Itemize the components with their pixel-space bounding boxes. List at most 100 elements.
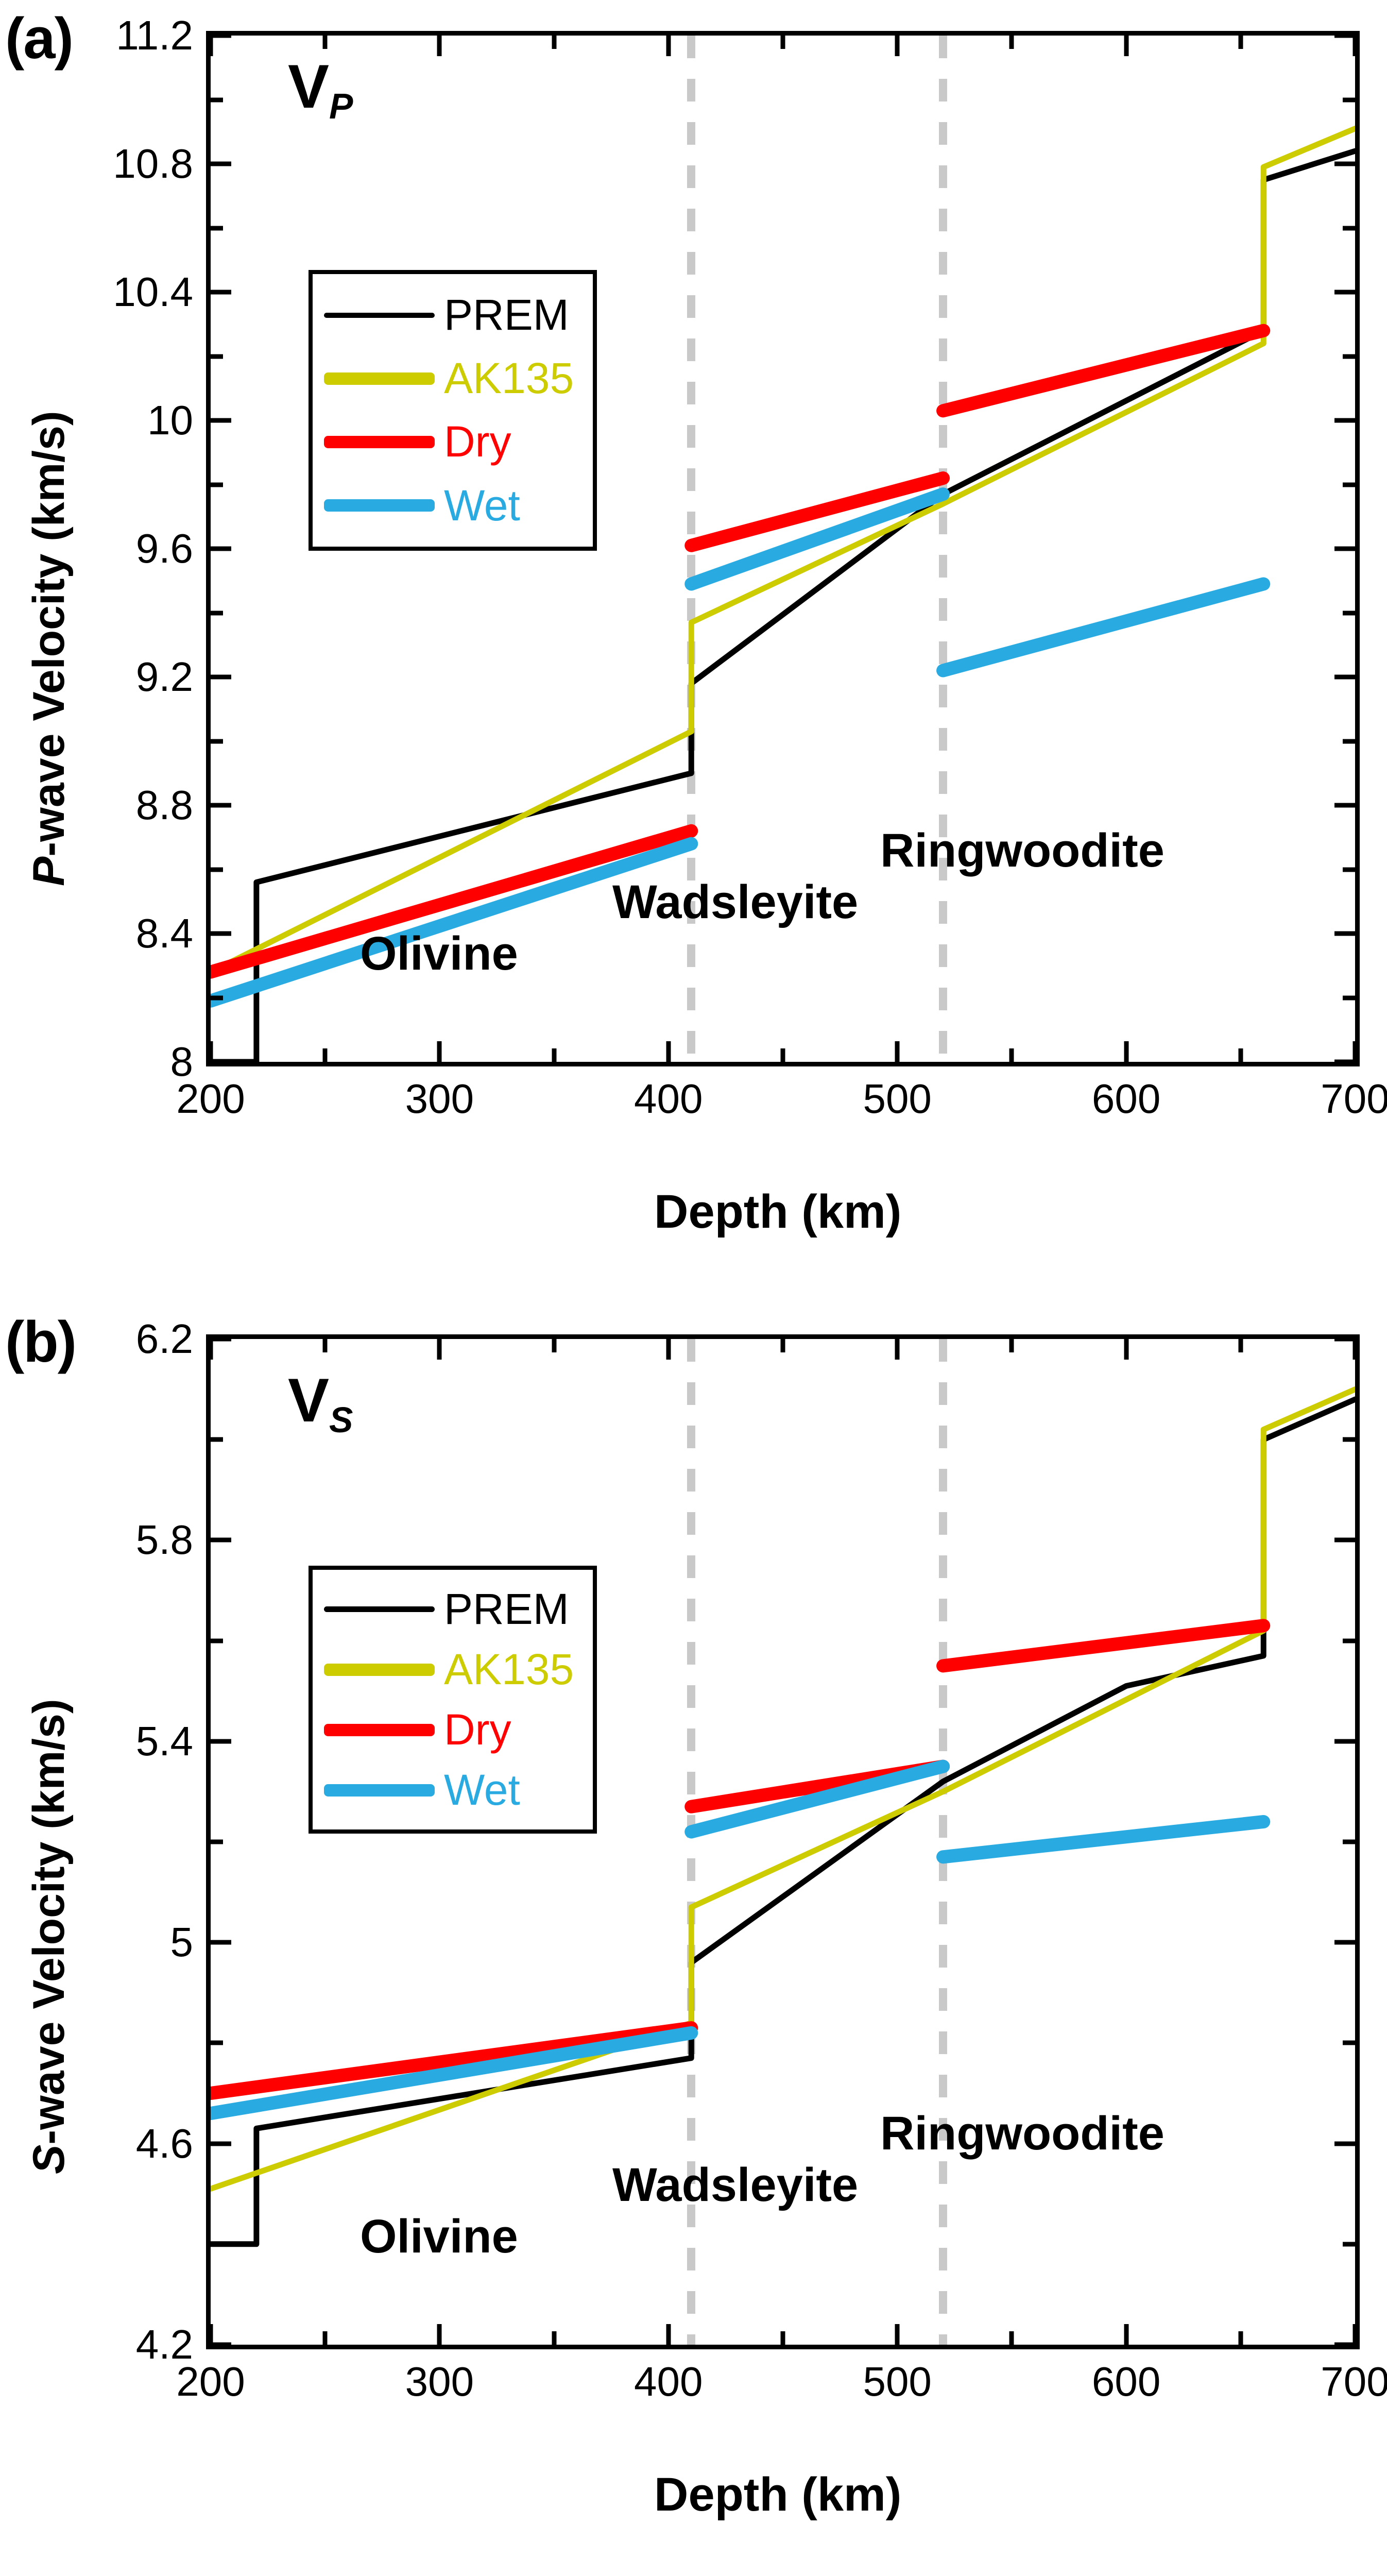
x-tick-label: 600 [1091, 2359, 1161, 2404]
legend-item-wet[interactable]: Wet [324, 484, 581, 527]
series-wet [936, 1815, 1271, 1864]
legend-line-swatch-dry [324, 1723, 435, 1736]
y-tick-mark [211, 2342, 231, 2347]
y-tick-label: 5.8 [135, 1517, 193, 1563]
series-wet [684, 487, 950, 591]
y-tick-mark [1334, 931, 1355, 936]
y-minor-tick-mark [211, 2242, 223, 2247]
x-tick-mark [208, 36, 213, 56]
x-minor-tick-mark [552, 1048, 557, 1062]
legend[interactable]: PREM AK135 Dry Wet [309, 270, 597, 551]
y-tick-label: 11.2 [116, 12, 193, 58]
y-minor-tick-mark [1343, 995, 1355, 1000]
x-tick-mark [1124, 2324, 1129, 2345]
y-minor-tick-mark [211, 1638, 223, 1643]
series-dry [684, 471, 950, 552]
curves-layer [211, 1386, 1355, 2247]
x-tick-mark [437, 36, 442, 56]
series-wet [684, 1759, 950, 1839]
legend-line-swatch-wet [324, 1784, 435, 1797]
series-dry [211, 2021, 698, 2100]
y-tick-mark [1334, 803, 1355, 808]
y-tick-mark [1334, 2342, 1355, 2347]
y-minor-tick-mark [211, 739, 223, 743]
y-tick-label: 8.8 [135, 782, 193, 828]
phase-label-wadsleyite: Wadsleyite [612, 876, 859, 928]
y-minor-tick-mark [1343, 97, 1355, 102]
y-tick-mark [211, 1059, 231, 1064]
y-tick-mark [1334, 1739, 1355, 1744]
y-minor-tick-mark [1343, 1839, 1355, 1844]
panel-a-y-axis-label: P-wave Velocity (km/s) [24, 411, 74, 886]
y-tick-mark [211, 931, 231, 936]
x-minor-tick-mark [1238, 1048, 1243, 1062]
y-tick-label: 6.2 [135, 1316, 193, 1362]
x-minor-tick-mark [552, 36, 557, 49]
legend-label-ak135: AK135 [444, 354, 574, 403]
panel-a-series-title: VP [288, 52, 353, 126]
phase-label-wadsleyite: Wadsleyite [612, 2159, 859, 2211]
x-minor-tick-mark [322, 2331, 328, 2345]
y-minor-tick-mark [211, 2040, 223, 2045]
x-minor-tick-mark [1238, 1339, 1243, 1352]
x-minor-tick-mark [1238, 36, 1243, 49]
legend-line-swatch-prem [324, 312, 435, 318]
panel-b-plot-area: VS PREM AK135 Dry Wet Olivine Wadsleyite Ringwo… [136, 1316, 1387, 2404]
y-tick-mark [211, 161, 231, 166]
y-tick-mark [1334, 33, 1355, 38]
x-tick-mark [208, 1041, 213, 1062]
legend-item-wet[interactable]: Wet [324, 1768, 581, 1811]
y-minor-tick-mark [1343, 1437, 1355, 1442]
legend-item-prem[interactable]: PREM [324, 1584, 581, 1633]
legend-item-prem[interactable]: PREM [324, 293, 581, 336]
series-dry [936, 1619, 1271, 1673]
y-minor-tick-mark [211, 1437, 223, 1442]
phase-label-olivine: Olivine [360, 2210, 518, 2263]
y-tick-label: 10.4 [113, 269, 193, 315]
y-tick-label: 4.2 [135, 2321, 193, 2367]
legend-label-dry: Dry [444, 417, 511, 466]
series-dry [936, 324, 1271, 418]
y-minor-tick-mark [211, 482, 223, 487]
x-tick-mark [1352, 1041, 1358, 1062]
y-minor-tick-mark [1343, 354, 1355, 359]
x-tick-label: 600 [1091, 1076, 1161, 1122]
x-minor-tick-mark [322, 36, 328, 49]
x-minor-tick-mark [780, 2331, 785, 2345]
legend[interactable]: PREM AK135 Dry Wet [309, 1566, 597, 1834]
x-tick-label: 200 [176, 2359, 245, 2404]
x-tick-label: 400 [634, 2359, 703, 2404]
panel-a-plot-area: VP PREM AK135 Dry Wet Olivine Wadsleyite Ringwo… [113, 12, 1387, 1122]
panel-b-x-axis-label: Depth (km) [654, 2468, 902, 2521]
legend-item-ak135[interactable]: AK135 [324, 1648, 581, 1690]
panel-a-letter: (a) [5, 6, 74, 71]
legend-item-ak135[interactable]: AK135 [324, 354, 581, 403]
panel-b-series-title: VS [288, 1366, 353, 1440]
y-minor-tick-mark [1343, 2040, 1355, 2045]
series-dry [211, 824, 698, 979]
legend-line-swatch-ak135 [324, 1663, 435, 1676]
y-minor-tick-mark [211, 354, 223, 359]
y-tick-mark [211, 1336, 231, 1342]
panel-b-y-axis-label: S-wave Velocity (km/s) [24, 1699, 74, 2174]
x-tick-mark [895, 2324, 900, 2345]
y-minor-tick-mark [1343, 611, 1355, 615]
legend-item-dry[interactable]: Dry [324, 1708, 581, 1751]
x-minor-tick-mark [322, 1048, 328, 1062]
y-tick-mark [211, 290, 231, 295]
y-tick-mark [211, 1537, 231, 1543]
x-tick-label: 500 [863, 2359, 932, 2404]
y-tick-label: 8 [170, 1039, 194, 1084]
x-tick-label: 300 [405, 2359, 474, 2404]
x-minor-tick-mark [780, 36, 785, 49]
legend-label-prem: PREM [444, 1584, 569, 1633]
y-minor-tick-mark [211, 867, 223, 872]
y-minor-tick-mark [1343, 482, 1355, 487]
curves-layer [211, 126, 1355, 1062]
legend-line-swatch-ak135 [324, 372, 435, 385]
y-tick-label: 10.8 [113, 141, 193, 187]
legend-item-dry[interactable]: Dry [324, 417, 581, 466]
phase-label-olivine: Olivine [360, 927, 518, 980]
y-tick-mark [211, 418, 231, 423]
legend-line-swatch-prem [324, 1606, 435, 1612]
